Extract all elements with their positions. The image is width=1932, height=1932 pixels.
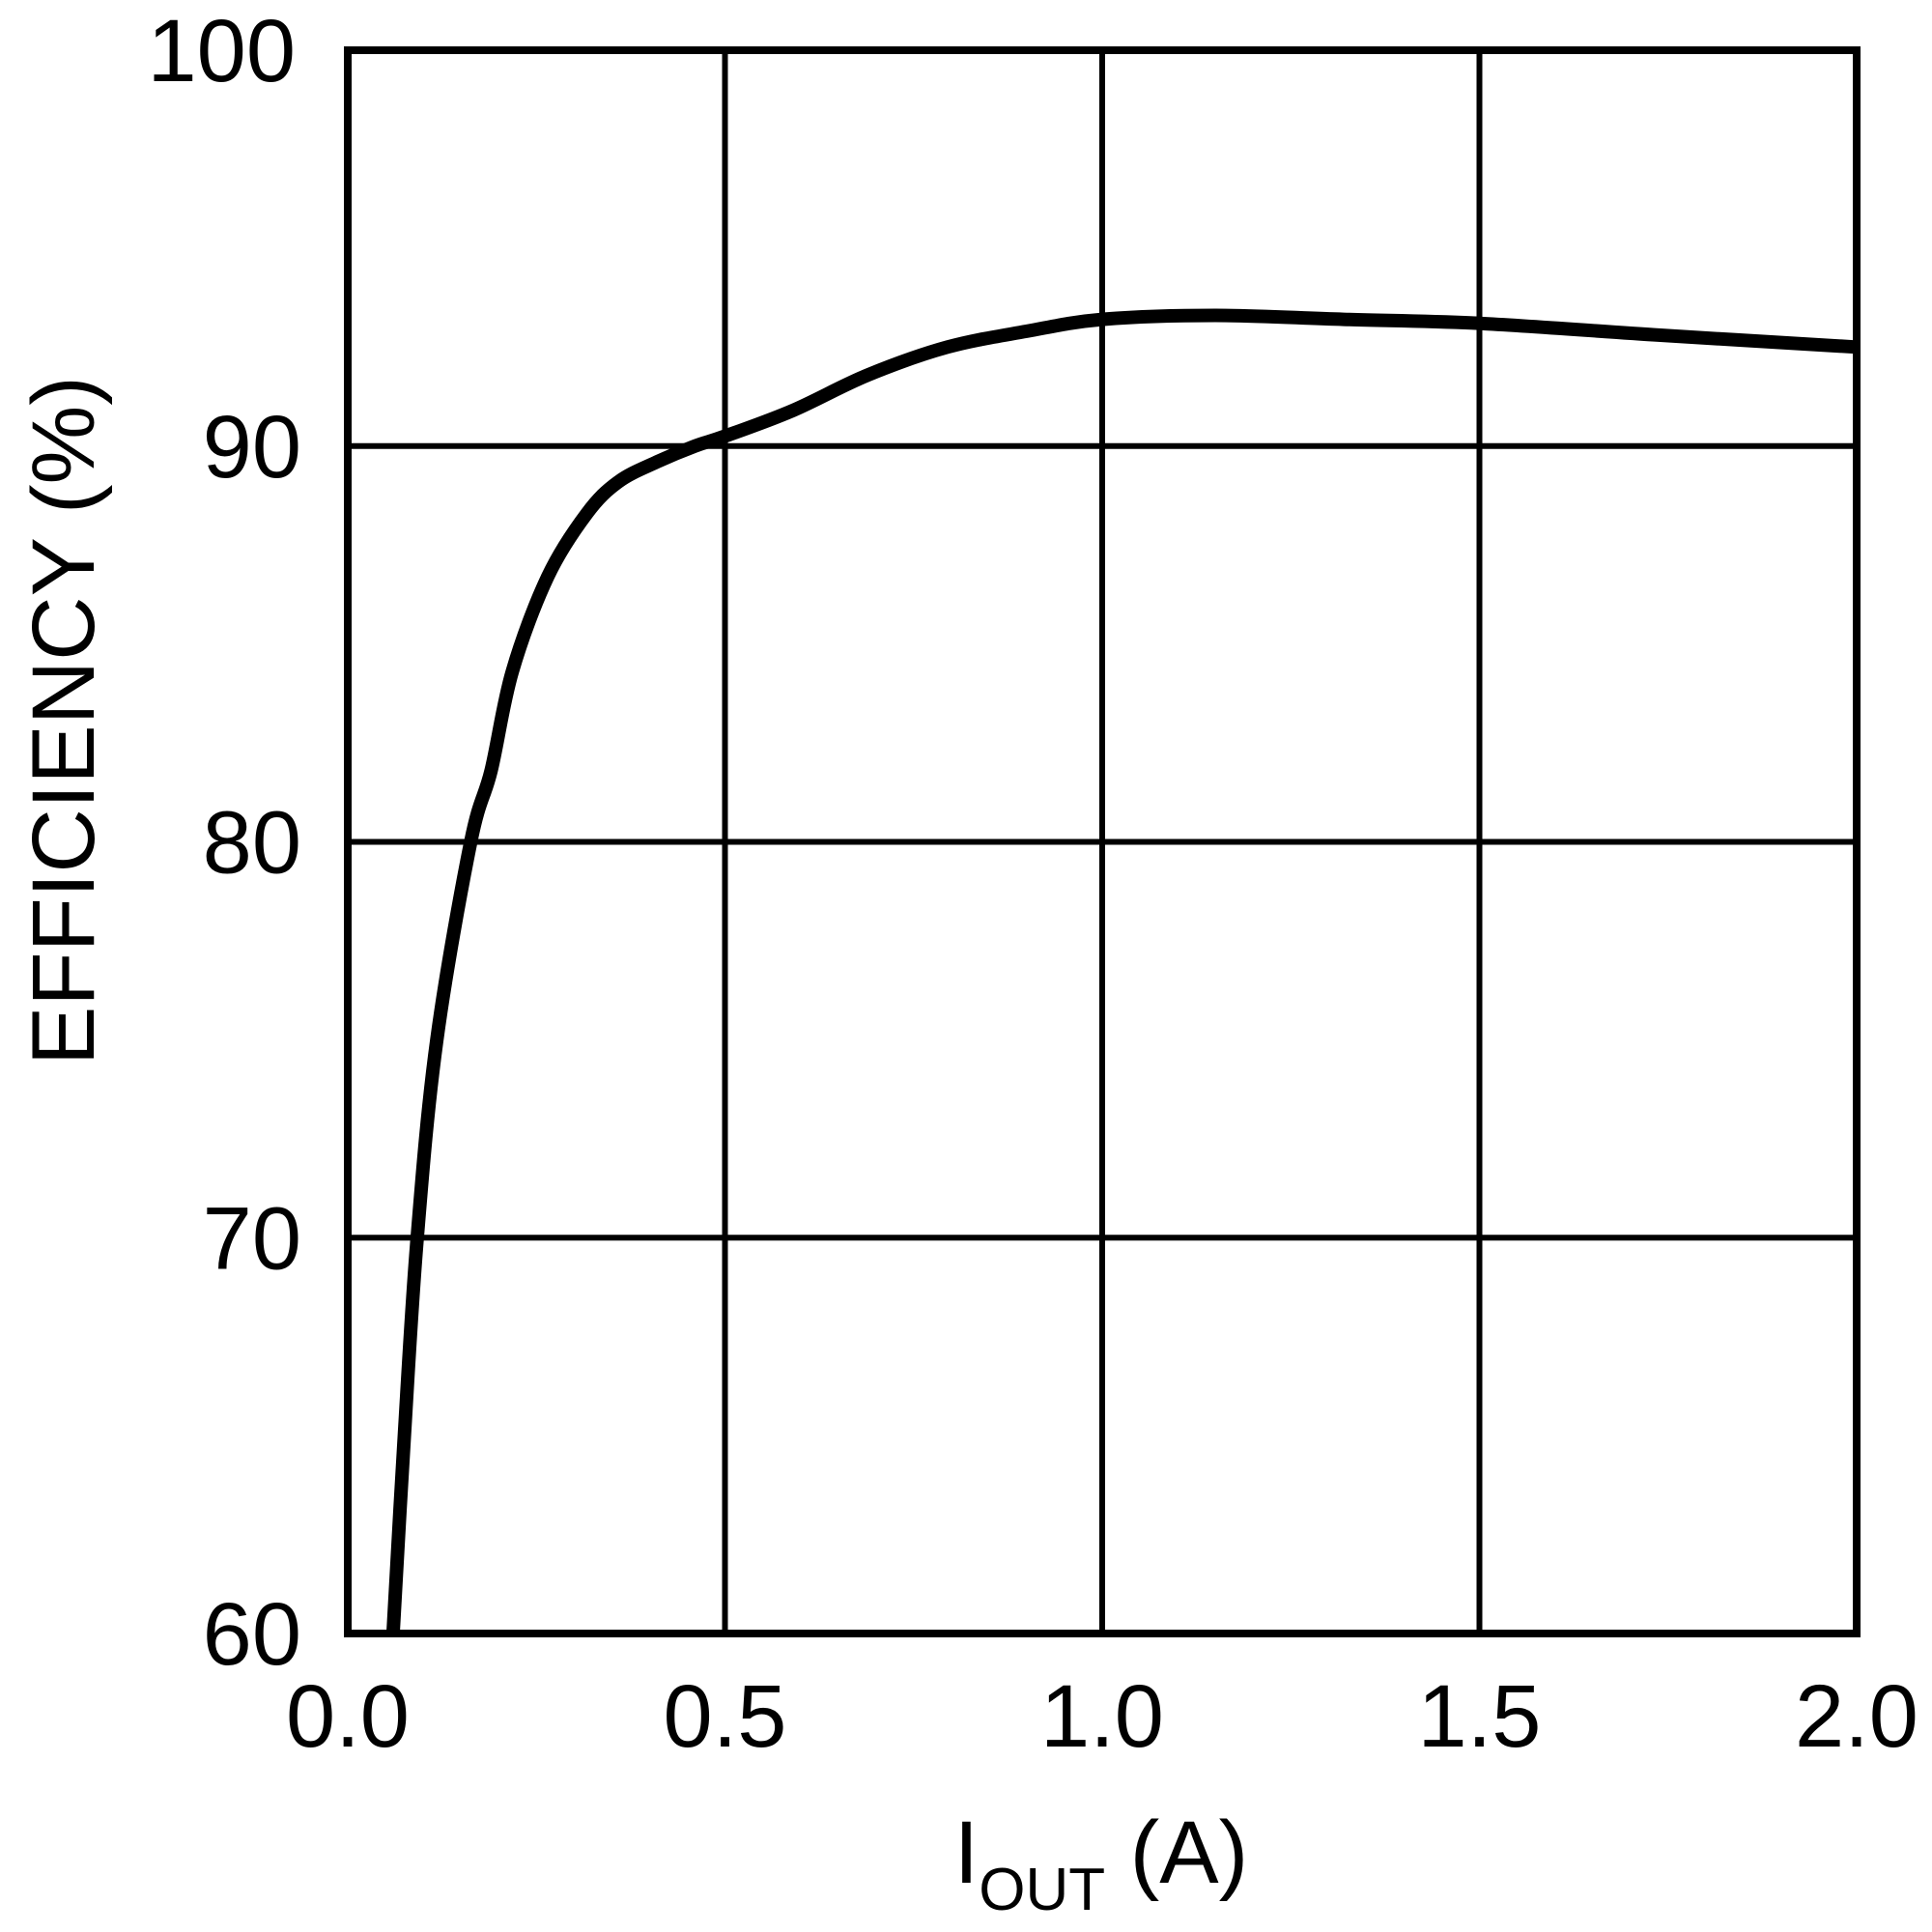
y-tick-label: 100 (148, 2, 297, 100)
x-axis-label: IOUT (A) (954, 1804, 1249, 1923)
y-tick-label: 90 (203, 398, 301, 497)
x-axis-label-unit: (A) (1105, 1804, 1248, 1902)
x-axis-label-main: I (954, 1804, 980, 1902)
y-tick-label: 60 (203, 1585, 301, 1684)
x-tick-label: 1.5 (1418, 1667, 1542, 1766)
efficiency-curve (385, 308, 1858, 1634)
y-axis-label: EFFICIENCY (%) (14, 376, 113, 1065)
x-axis-ticks: 0.0 0.5 1.0 1.5 2.0 (286, 1667, 1918, 1766)
grid-lines (348, 50, 1857, 1634)
y-tick-label: 70 (203, 1189, 301, 1288)
x-tick-label: 2.0 (1795, 1667, 1918, 1766)
x-tick-label: 1.0 (1040, 1667, 1164, 1766)
x-tick-label: 0.5 (664, 1667, 787, 1766)
x-axis-label-subscript: OUT (979, 1857, 1105, 1923)
plot-area-border (344, 46, 1861, 1637)
y-axis-ticks: 60 70 80 90 100 (148, 2, 302, 1684)
y-tick-label: 80 (203, 794, 301, 893)
x-tick-label: 0.0 (286, 1667, 410, 1766)
